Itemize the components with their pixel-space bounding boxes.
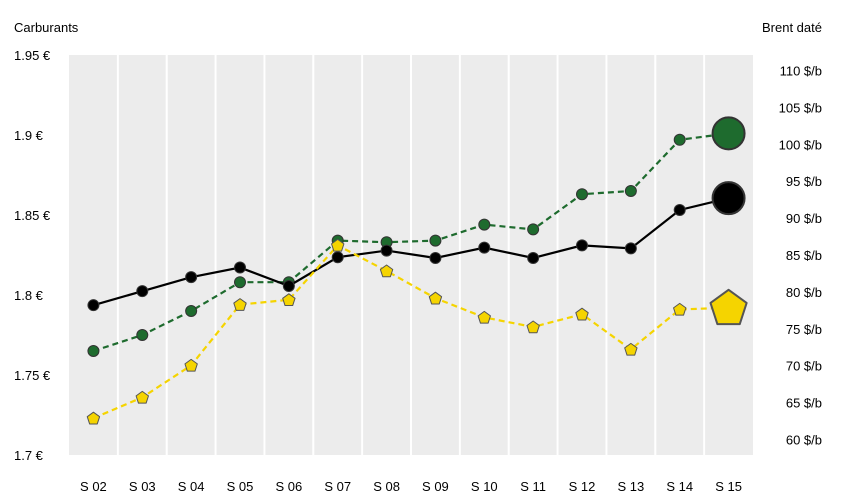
x-tick-label: S 02 — [80, 479, 107, 494]
x-tick-label: S 11 — [520, 479, 546, 494]
left-tick-label: 1.8 € — [14, 288, 44, 303]
vertical-gridlines — [116, 55, 706, 455]
right-tick-label: 110 $/b — [780, 63, 822, 78]
data-point — [711, 181, 746, 216]
data-point — [185, 271, 198, 284]
x-tick-label: S 07 — [324, 479, 351, 494]
right-tick-label: 105 $/b — [779, 100, 822, 115]
left-tick-label: 1.85 € — [14, 208, 51, 223]
data-point — [477, 310, 491, 324]
series-line — [93, 132, 729, 353]
data-point — [527, 251, 540, 264]
x-axis-ticks: S 02 S 03 S 04 S 05 S 06 S 07 S 08 S 09 S 10 S 11… — [80, 479, 742, 494]
left-tick-label: 1.9 € — [14, 128, 44, 143]
x-tick-label: S 09 — [422, 479, 449, 494]
data-point — [282, 293, 296, 307]
series-3 — [86, 238, 748, 425]
data-point — [576, 239, 588, 252]
right-tick-label: 80 $/b — [786, 285, 822, 300]
data-point — [673, 302, 687, 316]
data-point — [331, 251, 344, 264]
x-tick-label: S 12 — [569, 479, 596, 494]
right-tick-label: 90 $/b — [786, 211, 822, 226]
x-tick-label: S 10 — [471, 479, 498, 494]
series-layer — [86, 116, 748, 425]
right-tick-label: 75 $/b — [786, 322, 822, 337]
data-point — [380, 244, 393, 257]
data-point — [527, 223, 540, 236]
data-point — [478, 218, 491, 231]
right-axis-ticks: 60 $/b 65 $/b 70 $/b 75 $/b 80 $/b 85 $/b 90 $… — [779, 63, 822, 447]
right-tick-label: 70 $/b — [786, 359, 822, 374]
data-point — [86, 411, 101, 425]
data-point — [87, 345, 100, 357]
series-line — [92, 244, 729, 420]
right-tick-label: 85 $/b — [786, 248, 822, 263]
data-point — [575, 307, 589, 321]
data-point — [429, 251, 442, 264]
data-point — [135, 390, 149, 404]
x-tick-label: S 14 — [666, 479, 693, 494]
data-point — [234, 261, 246, 274]
data-point — [379, 264, 394, 278]
data-point — [478, 241, 491, 254]
series-line — [93, 197, 729, 307]
data-point — [624, 242, 637, 255]
left-axis-title: Carburants — [14, 20, 79, 35]
left-axis-ticks: 1.7 € 1.75 € 1.8 € 1.85 € 1.9 € 1.95 € — [14, 48, 51, 463]
left-tick-label: 1.7 € — [14, 448, 44, 463]
series-1 — [87, 116, 746, 357]
x-tick-label: S 06 — [275, 479, 302, 494]
x-tick-label: S 08 — [373, 479, 400, 494]
data-point — [711, 116, 746, 151]
data-point — [673, 133, 686, 146]
data-point — [184, 358, 198, 372]
data-point — [87, 299, 100, 312]
data-point — [233, 298, 247, 311]
data-point — [331, 238, 345, 252]
right-tick-label: 100 $/b — [779, 137, 822, 152]
data-point — [709, 288, 748, 326]
x-tick-label: S 13 — [617, 479, 644, 494]
right-tick-label: 95 $/b — [786, 174, 822, 189]
data-point — [673, 203, 686, 216]
x-tick-label: S 15 — [715, 479, 742, 494]
right-tick-label: 60 $/b — [786, 433, 822, 448]
left-tick-label: 1.95 € — [14, 48, 51, 63]
data-point — [185, 305, 198, 317]
left-tick-label: 1.75 € — [14, 368, 51, 383]
data-point — [526, 320, 540, 334]
data-point — [624, 342, 638, 356]
series-2 — [87, 181, 746, 312]
x-tick-label: S 03 — [129, 479, 156, 494]
data-point — [428, 291, 443, 305]
data-point — [624, 185, 637, 197]
x-tick-label: S 04 — [178, 479, 205, 494]
data-point — [429, 234, 442, 247]
data-point — [136, 329, 149, 341]
data-point — [576, 188, 588, 201]
right-tick-label: 65 $/b — [786, 396, 822, 411]
x-tick-label: S 05 — [227, 479, 254, 494]
right-axis-title: Brent daté — [762, 20, 822, 35]
data-point — [282, 279, 295, 292]
data-point — [136, 285, 149, 298]
data-point — [234, 276, 246, 289]
